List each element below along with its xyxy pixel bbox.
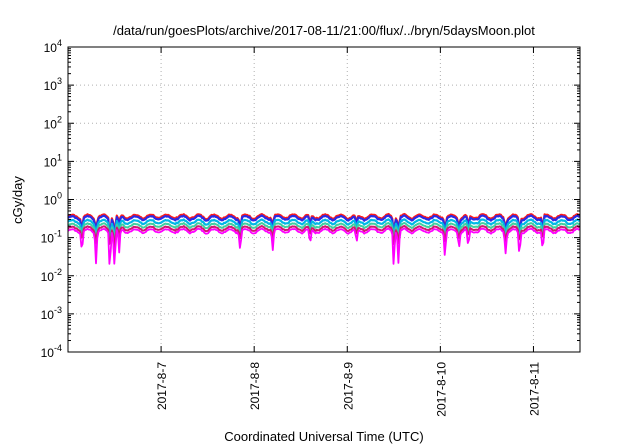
y-axis-label: cGy/day	[10, 176, 25, 224]
y-tick-label: 100	[44, 191, 62, 208]
y-tick-label: 10-1	[41, 229, 62, 246]
y-tick-label: 104	[44, 38, 62, 55]
x-tick-label: 2017-8-8	[248, 362, 262, 410]
x-tick-label: 2017-8-11	[527, 362, 541, 416]
y-tick-label: 101	[44, 152, 62, 169]
x-tick-label: 2017-8-10	[434, 362, 448, 417]
y-tick-label: 10-3	[41, 305, 62, 322]
series-line-2	[67, 218, 581, 251]
y-tick-label: 102	[44, 114, 62, 131]
x-tick-label: 2017-8-7	[155, 362, 169, 410]
series-group	[67, 212, 581, 265]
y-tick-labels: 10-4 10-3 10-2 10-1 100 101 102 103 104	[41, 38, 62, 360]
x-tick-label: 2017-8-9	[341, 362, 355, 410]
x-axis-label: Coordinated Universal Time (UTC)	[224, 429, 423, 444]
axis-ticks	[68, 46, 580, 353]
series-line-5	[67, 227, 581, 265]
y-tick-label: 10-2	[41, 267, 62, 284]
grid	[68, 47, 580, 352]
y-tick-label: 103	[44, 76, 62, 93]
series-line-3	[67, 222, 581, 254]
series-line-1	[67, 214, 581, 247]
x-tick-labels: 2017-8-7 2017-8-8 2017-8-9 2017-8-10 2017-8-…	[155, 362, 541, 417]
series-line-4	[67, 225, 581, 257]
y-tick-label: 10-4	[41, 343, 62, 360]
chart-title: /data/run/goesPlots/archive/2017-08-11/2…	[113, 23, 535, 38]
